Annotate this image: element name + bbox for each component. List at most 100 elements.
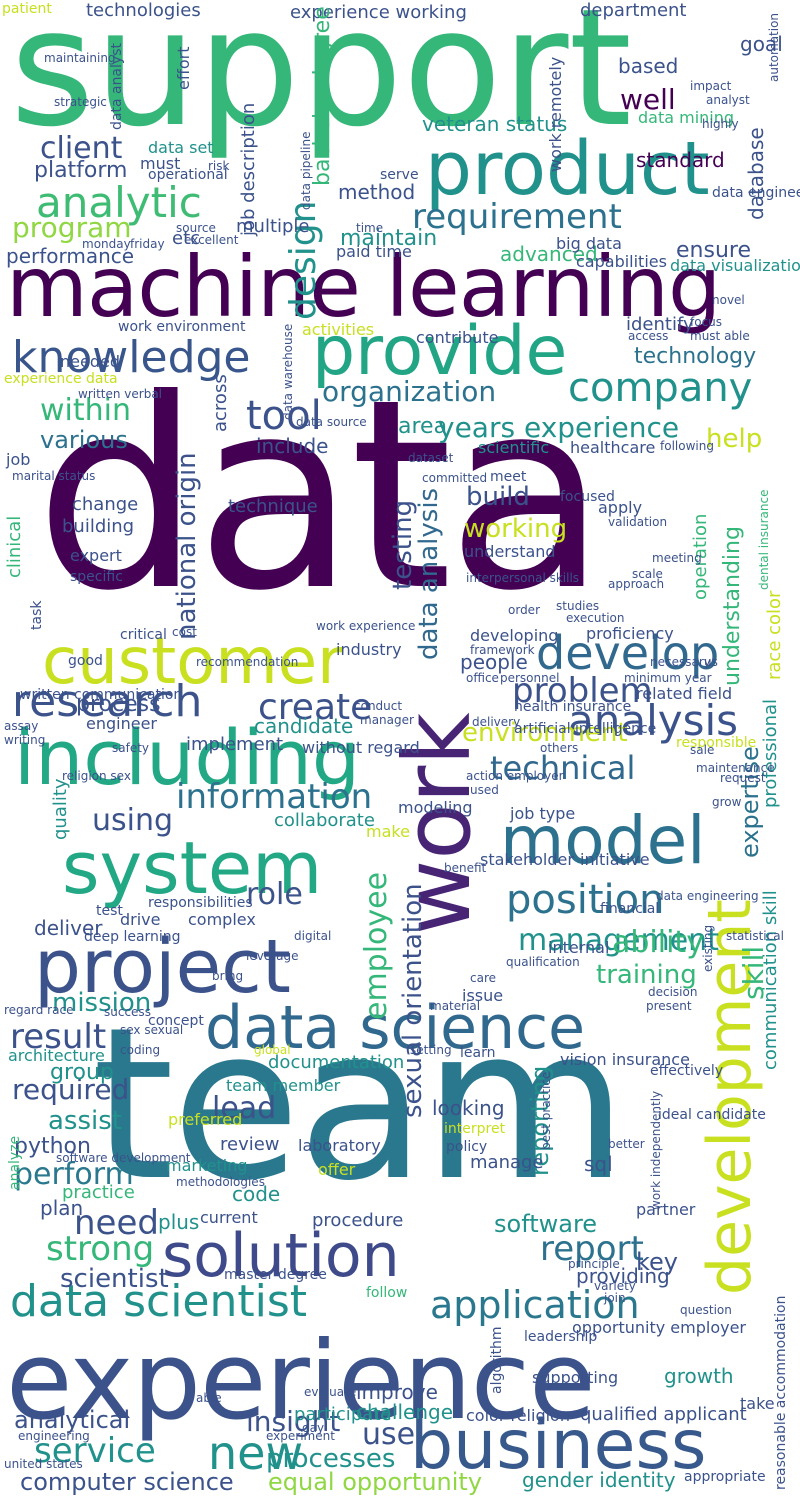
word-communication-skill: communication skill [760, 890, 781, 1070]
word-procedure: procedure [312, 1210, 404, 1231]
word-knowledge: knowledge [12, 332, 251, 383]
word-initiative: initiative [580, 850, 650, 869]
word-veteran-status: veteran status [422, 112, 568, 136]
word-qualification: qualification [506, 955, 580, 969]
word-reasonable-accommodation: reasonable accommodation [773, 1295, 789, 1490]
word-assay: assay [4, 719, 39, 733]
word-experience: experience [6, 1319, 596, 1444]
word-religion-sex: religion sex [62, 769, 131, 783]
word-team-member: team member [226, 1076, 341, 1095]
word-better: better [608, 1137, 645, 1151]
word-current: current [200, 1208, 258, 1227]
word-improve: improve [356, 1380, 438, 1404]
word-manage: manage [470, 1152, 544, 1173]
word-experience-data: experience data [4, 371, 118, 387]
word-technical: technical [490, 749, 636, 787]
word-specific: specific [70, 569, 123, 585]
word-modeling: modeling [398, 798, 473, 817]
word-process: process [76, 692, 161, 717]
word-lead: lead [212, 1091, 277, 1126]
word-requirement: requirement [412, 197, 622, 237]
word-highly: highly [702, 117, 739, 131]
word-business: business [410, 1406, 707, 1485]
word-written-verbal: written verbal [78, 387, 163, 401]
word-sex-sexual: sex sexual [120, 1023, 184, 1037]
word-proficiency: proficiency [586, 624, 674, 643]
word-maintaining: maintaining [44, 51, 116, 65]
word-engineer: engineer [86, 714, 157, 733]
word-effort: effort [174, 46, 193, 90]
word-needed: needed [60, 352, 120, 371]
word-financial: financial [600, 901, 660, 917]
word-laboratory: laboratory [298, 1136, 381, 1155]
word-data-set: data set [148, 138, 214, 157]
word-concept: concept [148, 1013, 204, 1029]
word-sql: sql [584, 1152, 613, 1176]
word-impact: impact [690, 79, 732, 93]
word-patient: patient [2, 1, 52, 17]
word-data-pipeline: data pipeline [299, 131, 313, 210]
word-architecture: architecture [8, 1046, 105, 1065]
word-others: others [540, 741, 579, 755]
word-building: building [62, 516, 135, 537]
word-must: must [140, 154, 181, 173]
word-existing: existing [701, 924, 715, 972]
word-internal: internal [548, 938, 610, 957]
word-multiple: multiple [236, 216, 310, 237]
word-report: report [540, 1229, 644, 1269]
word-application: application [430, 1283, 640, 1327]
word-action-employer: action employer [466, 769, 564, 783]
word-experience-working: experience working [290, 2, 467, 23]
word-various: various [40, 426, 128, 454]
word-access: access [628, 329, 669, 343]
word-goal: goal [740, 32, 783, 56]
word-using: using [92, 803, 174, 838]
word-scientific: scientific [478, 438, 550, 457]
word-sexual-orientation: sexual orientation [398, 883, 428, 1118]
word-etc: etc [172, 228, 201, 249]
word-related-field: related field [636, 684, 733, 703]
word-perform: perform [14, 1157, 134, 1192]
word-critical: critical [120, 627, 167, 643]
word-analytic: analytic [36, 178, 202, 227]
word-analyst: analyst [706, 93, 750, 107]
word-quality: quality [50, 778, 71, 840]
word-take: take [740, 1394, 775, 1413]
word-provide: provide [312, 312, 568, 391]
word-interpersonal-skills: interpersonal skills [466, 571, 580, 585]
word-use: use [362, 1417, 416, 1452]
word-preferred: preferred [168, 1110, 243, 1129]
word-test: test [96, 903, 123, 919]
word-testing: testing [388, 499, 418, 590]
word-learn: learn [460, 1045, 496, 1061]
word-years-experience: years experience [438, 411, 680, 444]
word-make: make [366, 822, 410, 841]
word-time: time [356, 221, 384, 235]
word-management: management [518, 923, 719, 958]
word-model: model [500, 802, 706, 879]
word-automation: automation [767, 12, 781, 82]
word-practice: practice [62, 1182, 135, 1203]
word-cost: cost [172, 625, 197, 639]
word-health-insurance: health insurance [514, 699, 632, 715]
word-good: good [68, 653, 103, 669]
word-dataset: dataset [408, 451, 454, 465]
word-scale: scale [632, 567, 663, 581]
word-based: based [618, 54, 679, 78]
word-processes: processes [266, 1444, 396, 1474]
word-vision-insurance: vision insurance [560, 1050, 690, 1069]
word-participate: participate [294, 1404, 392, 1425]
word-data-warehouse: data warehouse [281, 323, 295, 420]
word-research: research [12, 676, 203, 727]
word-job-type: job type [510, 804, 576, 823]
word-necessary: necessary [650, 655, 711, 669]
word-position: position [506, 877, 665, 923]
word-implement: implement [186, 734, 284, 755]
word-focus: focus [690, 315, 723, 329]
word-professional: professional [760, 698, 781, 808]
word-engineering: engineering [18, 1429, 90, 1443]
word-advanced: advanced [500, 242, 598, 266]
word-opportunity-employer: opportunity employer [572, 1318, 747, 1337]
word-grow: grow [712, 795, 742, 809]
word-create: create [258, 687, 373, 728]
